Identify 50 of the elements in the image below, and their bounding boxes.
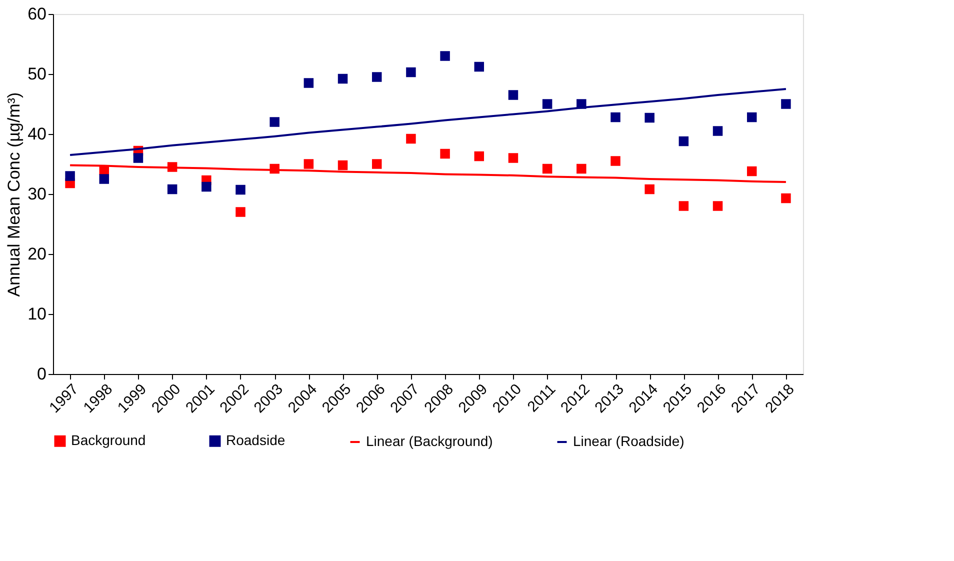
point — [372, 72, 382, 82]
point — [712, 201, 723, 211]
point — [508, 90, 518, 100]
point — [712, 126, 723, 136]
point — [542, 99, 552, 109]
point — [406, 67, 416, 78]
y-axis-title: Annual Mean Conc (µg/m³) — [4, 92, 24, 297]
point — [678, 136, 689, 146]
y-tick-label: 10 — [28, 304, 46, 324]
point — [576, 164, 586, 174]
legend-label: Roadside — [226, 432, 286, 448]
point — [678, 201, 689, 211]
point — [781, 193, 791, 204]
legend-label: Background — [71, 432, 146, 448]
point — [304, 78, 314, 88]
y-tick-label: 50 — [28, 64, 46, 84]
point — [99, 174, 110, 184]
point — [406, 134, 416, 144]
point — [338, 74, 348, 84]
point — [610, 112, 620, 122]
point — [338, 160, 348, 170]
point — [746, 112, 757, 122]
point — [440, 51, 450, 61]
point — [236, 184, 246, 195]
point — [65, 171, 75, 181]
legend-label: Linear (Background) — [366, 433, 493, 449]
point — [167, 184, 178, 194]
y-tick-label: 0 — [37, 364, 46, 384]
legend-label: Linear (Roadside) — [573, 433, 684, 449]
point — [781, 99, 791, 109]
line-series — [69, 88, 787, 156]
point — [236, 207, 246, 217]
point — [304, 159, 314, 169]
point — [133, 153, 144, 163]
point — [644, 112, 654, 123]
point — [474, 151, 484, 162]
y-tick-label: 60 — [28, 4, 46, 24]
point — [542, 164, 552, 174]
point — [610, 156, 620, 166]
point — [746, 166, 757, 176]
point — [508, 153, 518, 163]
point — [474, 62, 484, 72]
point — [270, 117, 280, 127]
point — [372, 159, 382, 169]
point — [440, 148, 450, 159]
y-tick-label: 40 — [28, 124, 46, 144]
point — [202, 182, 212, 192]
point — [644, 184, 654, 194]
y-tick-label: 20 — [28, 244, 46, 264]
y-tick-label: 30 — [28, 184, 46, 204]
